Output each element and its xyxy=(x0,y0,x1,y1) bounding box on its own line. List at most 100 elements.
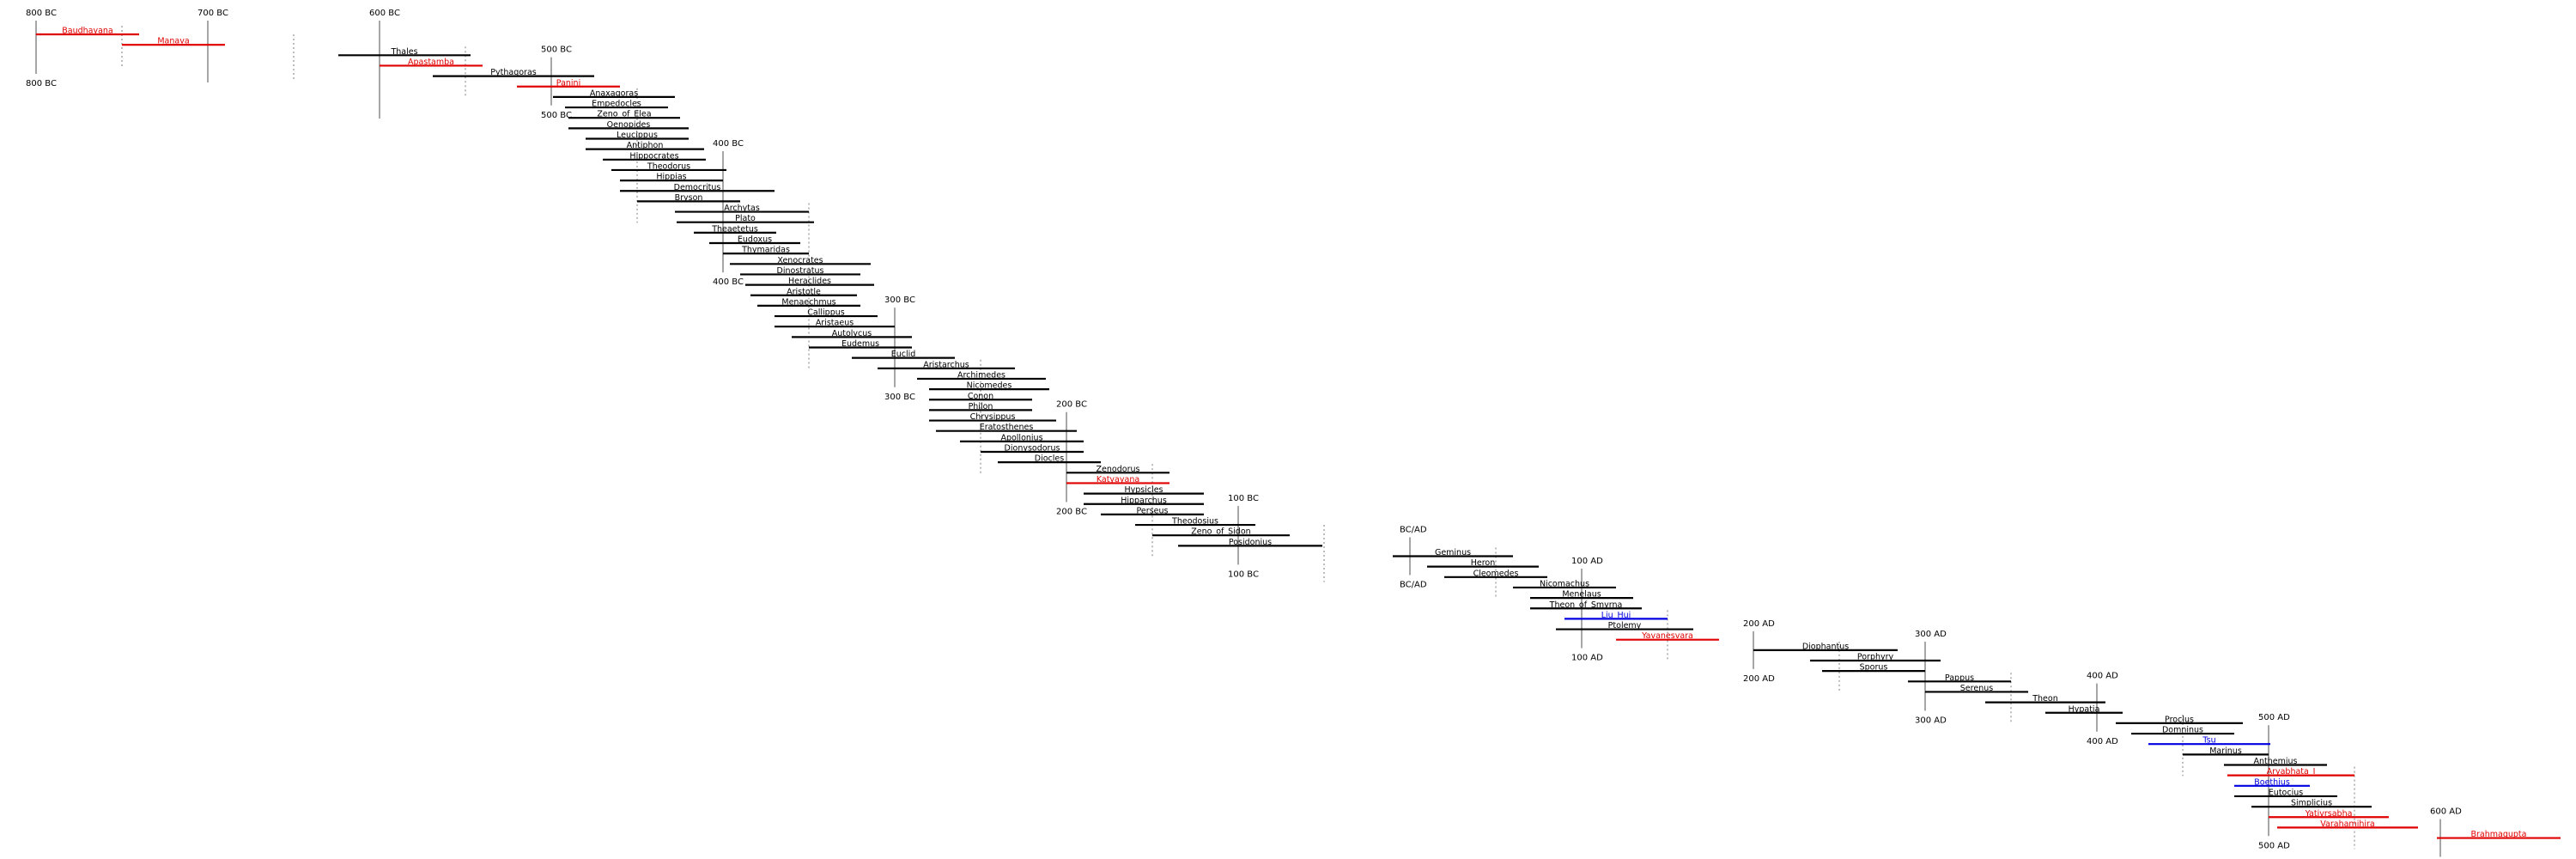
mathematician-name: Posidonius xyxy=(1229,538,1272,547)
mathematician-name: Democritus xyxy=(674,183,721,192)
century-label-top: 100 BC xyxy=(1228,494,1259,503)
mathematician-name: Plato xyxy=(735,214,756,223)
mathematician-name: Conon xyxy=(968,392,993,401)
century-label-bottom: 200 AD xyxy=(1743,674,1775,684)
mathematician-name: Hipparchus xyxy=(1121,496,1167,505)
century-label-bottom: 500 AD xyxy=(2258,841,2290,850)
mathematician-name: Panini xyxy=(556,78,580,88)
mathematician-name: Apollonius xyxy=(1000,433,1042,442)
century-label-bottom: 300 BC xyxy=(884,393,915,402)
mathematician-name: Aristaeus xyxy=(816,319,854,328)
mathematician-name: Serenus xyxy=(1960,684,1993,693)
century-label-top: 200 BC xyxy=(1056,400,1087,410)
mathematician-name: Dinostratus xyxy=(777,266,824,276)
century-label-top: 800 BC xyxy=(26,9,57,18)
century-label-top: 600 BC xyxy=(369,9,400,18)
mathematician-name: Eratosthenes xyxy=(980,423,1034,432)
mathematician-name: Yativrsabha xyxy=(2305,809,2353,819)
century-label-top: 100 AD xyxy=(1571,557,1603,566)
mathematician-name: Yavanesvara xyxy=(1641,631,1693,641)
century-label-top: 700 BC xyxy=(197,9,228,18)
mathematician-name: Nicomachus xyxy=(1540,579,1589,588)
mathematician-name: Dionysodorus xyxy=(1005,444,1060,454)
mathematician-name: Aryabhata_I xyxy=(2267,767,2316,777)
mathematician-name: Eutocius xyxy=(2269,788,2303,797)
mathematician-name: Ptolemy xyxy=(1608,621,1642,631)
mathematician-name: Leucippus xyxy=(617,131,658,140)
mathematician-name: Antiphon xyxy=(627,141,664,150)
mathematician-name: Nicomedes xyxy=(967,381,1012,391)
mathematician-name: Hippias xyxy=(656,173,686,182)
mathematician-name: Menelaus xyxy=(1562,590,1601,600)
mathematician-name: Theaetetus xyxy=(711,224,758,234)
mathematician-name: Apastamba xyxy=(408,58,454,67)
mathematician-name: Autolycus xyxy=(832,329,872,338)
mathematician-name: Euclid xyxy=(891,350,916,359)
mathematician-name: Manava xyxy=(157,37,189,46)
mathematician-name: Varahamihira xyxy=(2320,819,2374,829)
mathematician-name: Hypsicles xyxy=(1124,485,1163,495)
mathematician-name: Empedocles xyxy=(592,100,641,109)
mathematician-name: Perseus xyxy=(1137,506,1169,515)
mathematician-name: Aristarchus xyxy=(923,360,969,369)
century-label-bottom: 300 AD xyxy=(1915,716,1947,725)
mathematician-name: Boethius xyxy=(2254,777,2290,787)
century-label-top: 600 AD xyxy=(2430,807,2462,817)
mathematician-name: Proclus xyxy=(2165,715,2194,724)
mathematician-name: Archytas xyxy=(724,204,760,213)
mathematician-name: Hypatia xyxy=(2069,704,2100,714)
mathematician-name: Thales xyxy=(390,47,417,57)
mathematician-name: Sporus xyxy=(1860,663,1888,673)
century-label-bottom: 800 BC xyxy=(26,79,57,88)
mathematician-name: Theon xyxy=(2032,694,2058,704)
mathematician-name: Liu_Hui xyxy=(1601,611,1631,620)
mathematician-name: Simplicius xyxy=(2291,799,2332,808)
mathematician-name: Tsu xyxy=(2202,736,2215,746)
mathematician-name: Philon xyxy=(969,402,993,411)
mathematician-name: Eudemus xyxy=(841,339,879,349)
mathematician-name: Domninus xyxy=(2162,726,2203,735)
mathematician-name: Theodosius xyxy=(1171,517,1218,527)
mathematician-name: Porphyry xyxy=(1857,653,1894,662)
mathematician-name: Zeno_of_Sidon xyxy=(1191,527,1250,537)
century-label-top: 500 AD xyxy=(2258,713,2290,722)
mathematician-name: Archimedes xyxy=(957,370,1005,380)
century-label-top: 400 BC xyxy=(713,139,744,149)
mathematician-name: Thymaridas xyxy=(741,246,790,255)
century-label-top: BC/AD xyxy=(1400,526,1427,535)
mathematician-name: Anthemius xyxy=(2254,757,2298,766)
mathematician-name: Menaechmus xyxy=(781,297,835,307)
century-label-bottom: BC/AD xyxy=(1400,581,1427,590)
century-label-top: 200 AD xyxy=(1743,619,1775,629)
mathematician-name: Pythagoras xyxy=(490,68,536,77)
mathematician-name: Heron xyxy=(1471,558,1496,568)
mathematician-name: Zenodorus xyxy=(1097,465,1140,474)
century-label-bottom: 400 AD xyxy=(2087,737,2118,746)
mathematician-name: Diophantus xyxy=(1802,642,1849,651)
mathematician-name: Brahmagupta xyxy=(2471,830,2527,839)
mathematician-name: Pappus xyxy=(1945,673,1974,683)
mathematician-name: Heraclides xyxy=(788,277,831,286)
century-label-bottom: 100 BC xyxy=(1228,570,1259,579)
mathematician-name: Theon_of_Smyrna xyxy=(1549,600,1623,610)
mathematician-name: Anaxagoras xyxy=(590,88,638,98)
mathematician-name: Marinus xyxy=(2209,746,2242,756)
mathematician-name: Zeno_of_Elea xyxy=(597,110,651,119)
century-label-top: 300 AD xyxy=(1915,630,1947,639)
mathematician-name: Eudoxus xyxy=(738,235,772,245)
mathematician-name: Bryson xyxy=(675,193,703,203)
century-label-bottom: 400 BC xyxy=(713,277,744,287)
mathematician-name: Katyayana xyxy=(1097,475,1139,484)
mathematician-name: Baudhayana xyxy=(62,27,113,36)
century-label-bottom: 100 AD xyxy=(1571,654,1603,663)
century-label-top: 300 BC xyxy=(884,295,915,305)
mathematician-name: Diocles xyxy=(1035,454,1064,464)
mathematician-name: Theodorus xyxy=(647,161,690,171)
century-label-bottom: 500 BC xyxy=(541,111,572,120)
mathematician-name: Aristotle xyxy=(787,287,821,296)
half-century-markers xyxy=(121,26,2355,850)
mathematician-name: Oenopides xyxy=(607,120,651,130)
mathematician-name: Cleomedes xyxy=(1473,569,1519,578)
